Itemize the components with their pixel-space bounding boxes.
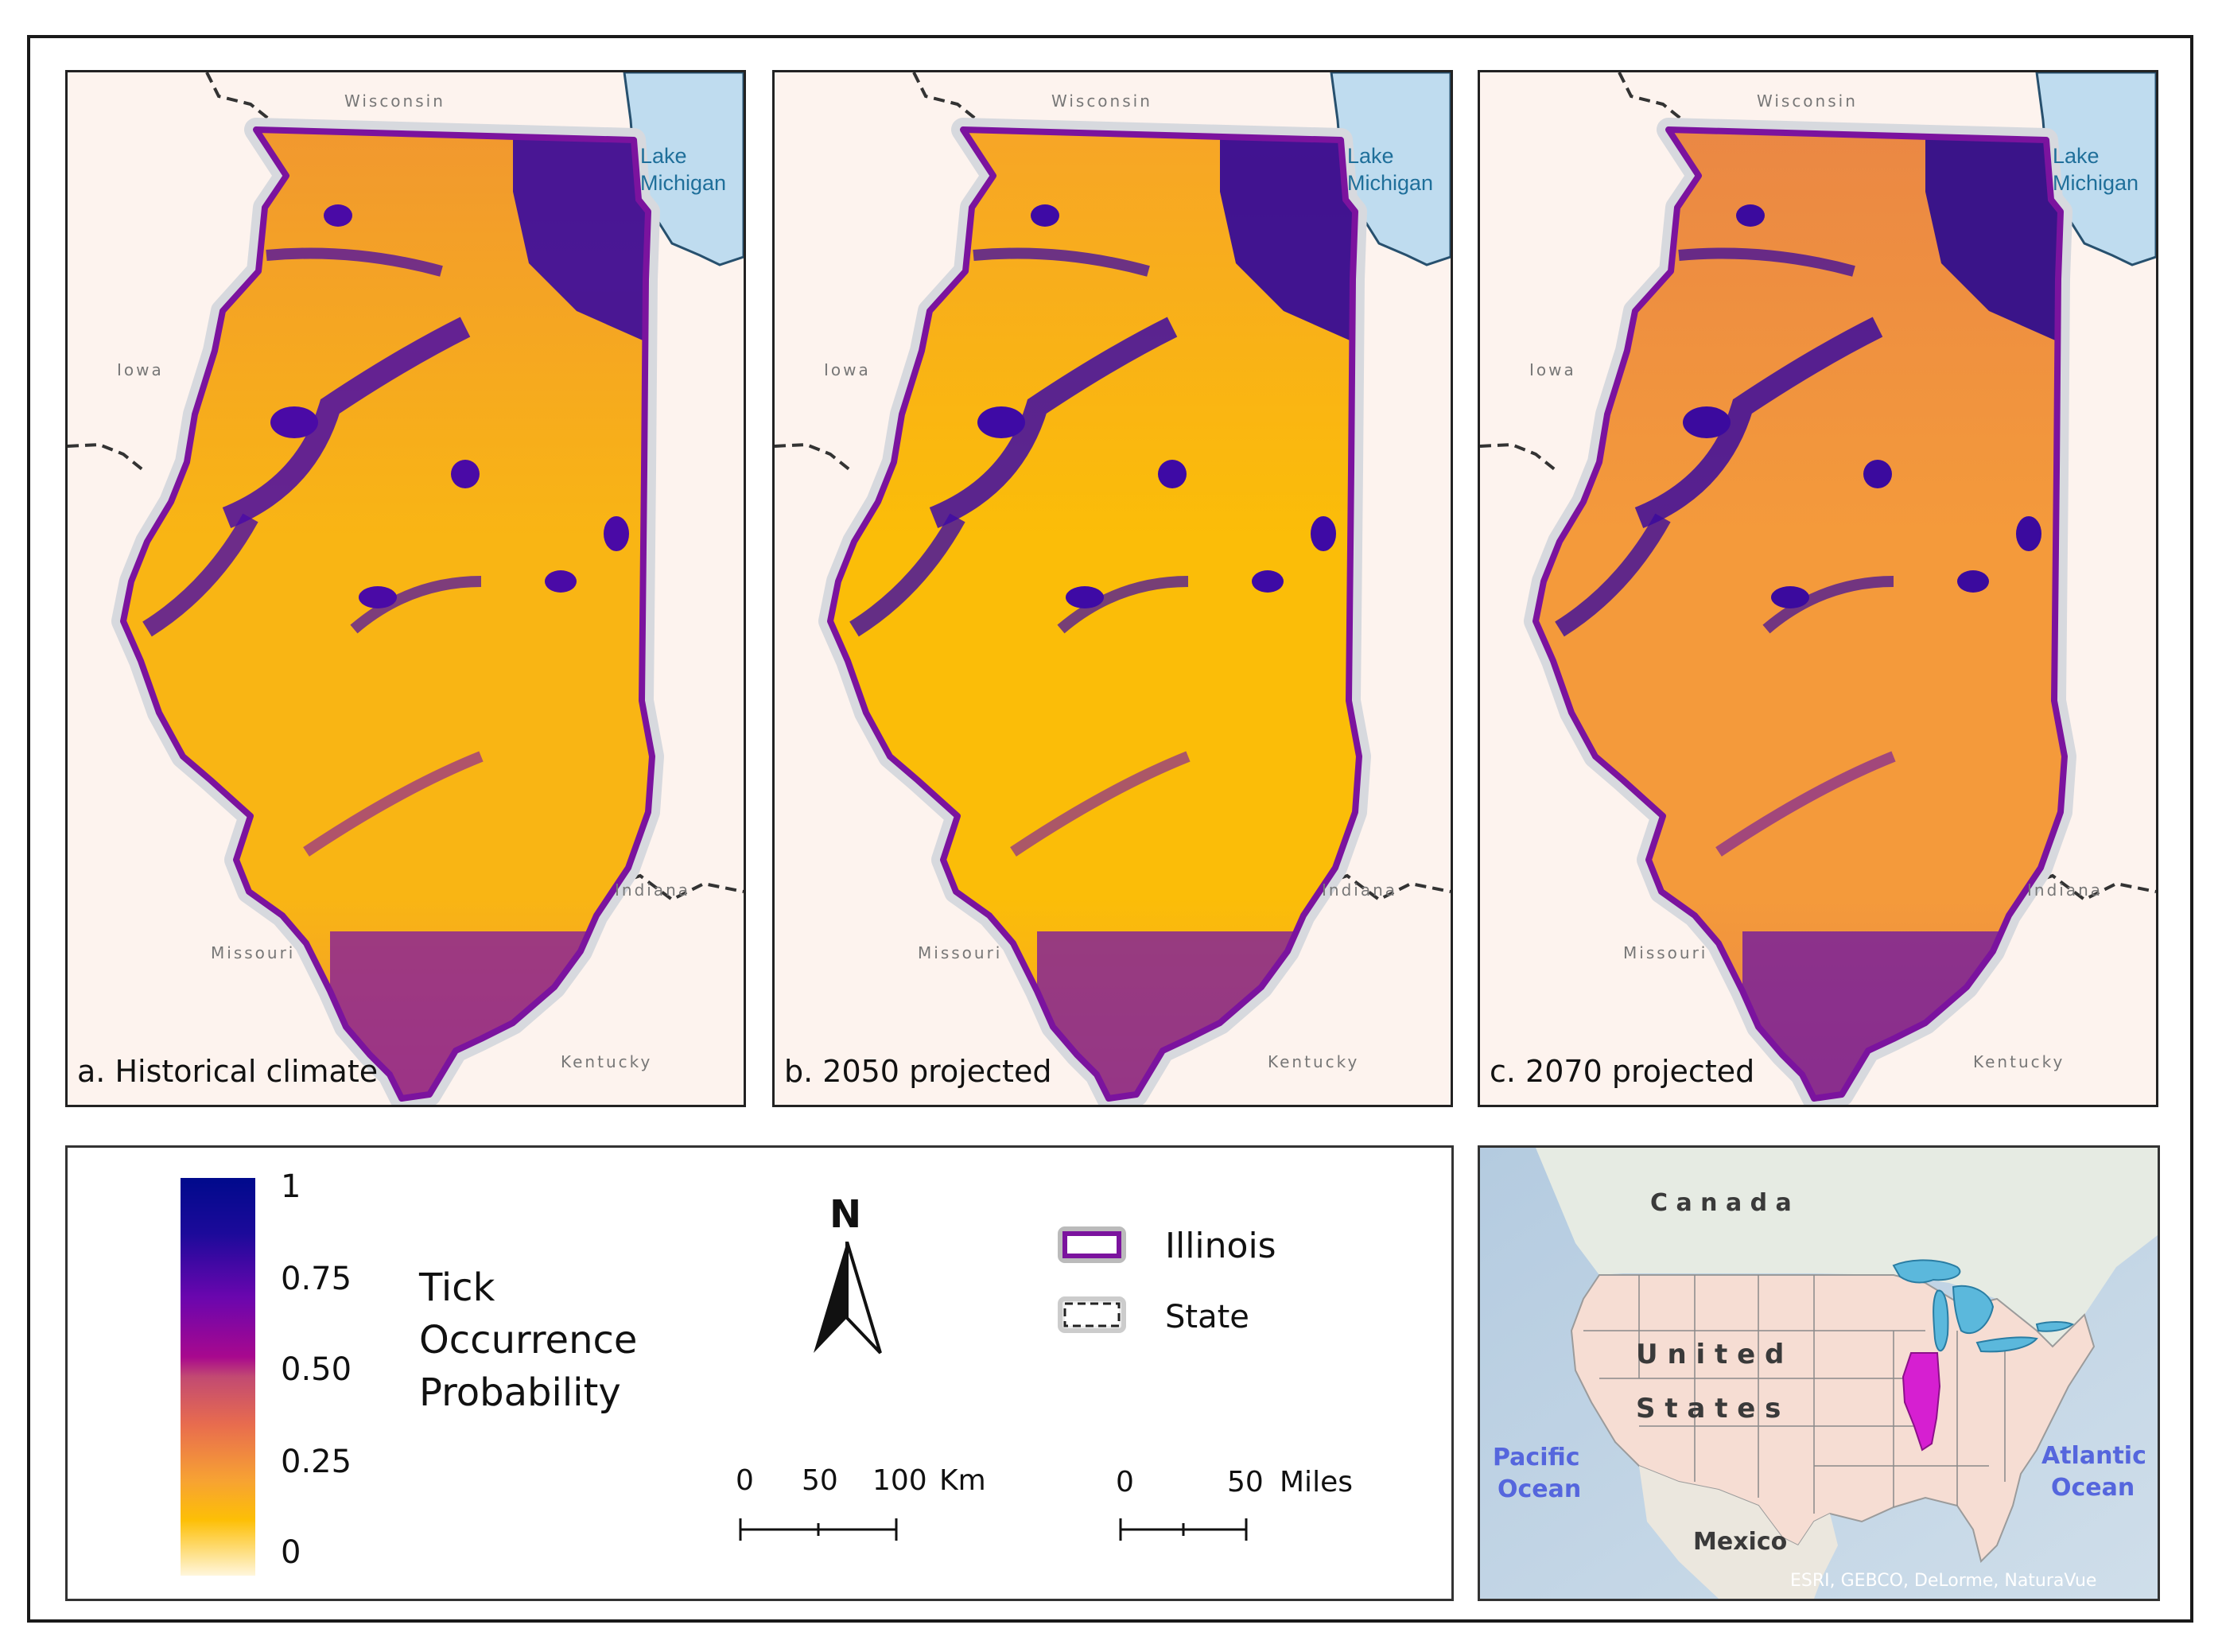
inset-label-atlantic-1: Atlantic [2041, 1442, 2146, 1470]
north-label: N [829, 1192, 862, 1237]
mi-scale-tick-0: 0 [1116, 1466, 1134, 1498]
label-kentucky: Kentucky [1973, 1052, 2065, 1071]
illinois-outline [120, 126, 655, 1102]
illinois-legend-label: Illinois [1165, 1226, 1276, 1266]
colorbar-tick-1: 1 [281, 1168, 301, 1205]
panel-title: b. 2050 projected [784, 1054, 1052, 1089]
colorbar-tick-075: 0.75 [281, 1261, 352, 1297]
mi-scale-tick-50: 50 [1227, 1466, 1264, 1498]
map-panel-2050: Wisconsin Iowa Missouri Indiana Kentucky Lake… [772, 70, 1453, 1107]
label-iowa: Iowa [824, 360, 871, 379]
map-panel-2070: Wisconsin Iowa Missouri Indiana Kentucky Lake… [1478, 70, 2158, 1107]
map-panel-historical: Wisconsin Iowa Missouri Indiana Kentucky Lake… [65, 70, 746, 1107]
map-canvas [775, 72, 1451, 1105]
inset-label-canada: C a n a d a [1650, 1189, 1792, 1217]
colorbar-tick-050: 0.50 [281, 1351, 352, 1388]
inset-label-atlantic-2: Ocean [2051, 1474, 2135, 1502]
illinois-outline [827, 126, 1362, 1102]
label-kentucky: Kentucky [1268, 1052, 1360, 1071]
state-swatch [1058, 1296, 1126, 1333]
km-scale-bar [739, 1518, 898, 1541]
legend-title-line2: Occurrence [419, 1318, 638, 1362]
label-iowa: Iowa [117, 360, 164, 379]
label-missouri: Missouri [1623, 943, 1708, 962]
inset-label-pacific-1: Pacific [1493, 1444, 1580, 1471]
panel-title: c. 2070 projected [1490, 1054, 1755, 1089]
inset-credit: ESRI, GEBCO, DeLorme, NaturaVue [1790, 1571, 2097, 1591]
km-scale-tick-50: 50 [802, 1464, 838, 1497]
map-canvas [1480, 72, 2156, 1105]
label-wisconsin: Wisconsin [344, 91, 445, 111]
label-wisconsin: Wisconsin [1757, 91, 1858, 111]
figure-frame [27, 35, 2193, 1623]
inset-label-united: U n i t e d [1636, 1339, 1785, 1370]
colorbar-tick-0: 0 [281, 1534, 301, 1571]
label-iowa: Iowa [1529, 360, 1576, 379]
mi-scale-bar [1119, 1518, 1248, 1541]
inset-label-mexico: Mexico [1693, 1528, 1788, 1556]
label-lake-line1: Lake [640, 144, 687, 168]
legend-title-line3: Probability [419, 1370, 621, 1415]
state-legend-label: State [1165, 1299, 1249, 1335]
legend-title-line1: Tick [419, 1265, 495, 1310]
mi-scale-unit: Miles [1280, 1466, 1353, 1498]
km-scale-tick-100: 100 [872, 1464, 927, 1497]
label-indiana: Indiana [2027, 880, 2104, 900]
inset-label-states: S t a t e s [1636, 1393, 1781, 1425]
label-lake-line2: Michigan [640, 171, 727, 195]
label-wisconsin: Wisconsin [1051, 91, 1152, 111]
legend-box: 1 0.75 0.50 0.25 0 Tick Occurrence Proba… [65, 1145, 1454, 1601]
km-scale-unit: Km [939, 1464, 986, 1497]
colorbar-tick-025: 0.25 [281, 1444, 352, 1480]
illinois-swatch [1058, 1226, 1126, 1263]
label-lake-line2: Michigan [2053, 171, 2139, 195]
colorbar [181, 1178, 255, 1576]
label-indiana: Indiana [1322, 880, 1398, 900]
label-indiana: Indiana [615, 880, 691, 900]
label-missouri: Missouri [918, 943, 1003, 962]
label-missouri: Missouri [211, 943, 296, 962]
inset-basemap [1480, 1148, 2158, 1599]
label-kentucky: Kentucky [561, 1052, 653, 1071]
inset-label-pacific-2: Ocean [1498, 1475, 1582, 1503]
label-lake-line2: Michigan [1347, 171, 1434, 195]
panel-title: a. Historical climate [77, 1054, 379, 1089]
inset-locator-map: C a n a d a U n i t e d S t a t e s Paci… [1478, 1145, 2160, 1601]
label-lake-line1: Lake [1347, 144, 1394, 168]
north-arrow-icon [814, 1242, 882, 1355]
illinois-outline [1532, 126, 2068, 1102]
map-canvas [68, 72, 744, 1105]
km-scale-tick-0: 0 [736, 1464, 754, 1497]
label-lake-line1: Lake [2053, 144, 2100, 168]
